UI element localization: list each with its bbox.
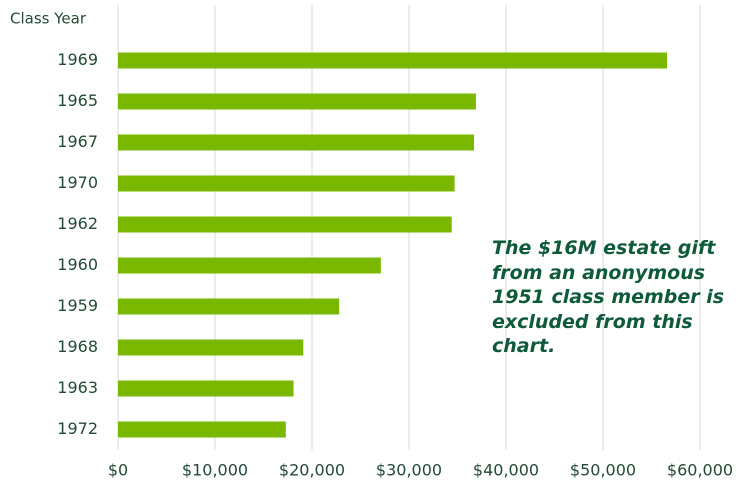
y-tick-label: 1959 (57, 296, 98, 315)
y-axis-label: Class Year (10, 10, 87, 28)
bar (118, 298, 340, 315)
bar (118, 339, 304, 356)
bar (118, 93, 476, 110)
x-tick-label: $60,000 (667, 461, 733, 480)
y-tick-label: 1965 (57, 91, 98, 110)
bar (118, 52, 668, 69)
bar (118, 380, 294, 397)
x-tick-label: $30,000 (376, 461, 442, 480)
bar (118, 175, 455, 192)
x-tick-label: $40,000 (473, 461, 539, 480)
x-tick-label: $0 (108, 461, 128, 480)
y-tick-label: 1968 (57, 337, 98, 356)
y-tick-label: 1962 (57, 214, 98, 233)
bar (118, 216, 452, 233)
x-tick-label: $20,000 (279, 461, 345, 480)
y-tick-label: 1969 (57, 50, 98, 69)
y-tick-label: 1970 (57, 173, 98, 192)
y-tick-label: 1967 (57, 132, 98, 151)
annotation: The $16M estate gift from an anonymous 1… (492, 237, 725, 357)
y-tick-label: 1972 (57, 419, 98, 438)
bar (118, 134, 474, 151)
bar (118, 421, 286, 438)
x-tick-label: $10,000 (182, 461, 248, 480)
y-tick-label: 1963 (57, 378, 98, 397)
x-tick-label: $50,000 (570, 461, 636, 480)
y-tick-label: 1960 (57, 255, 98, 274)
bar (118, 257, 381, 274)
